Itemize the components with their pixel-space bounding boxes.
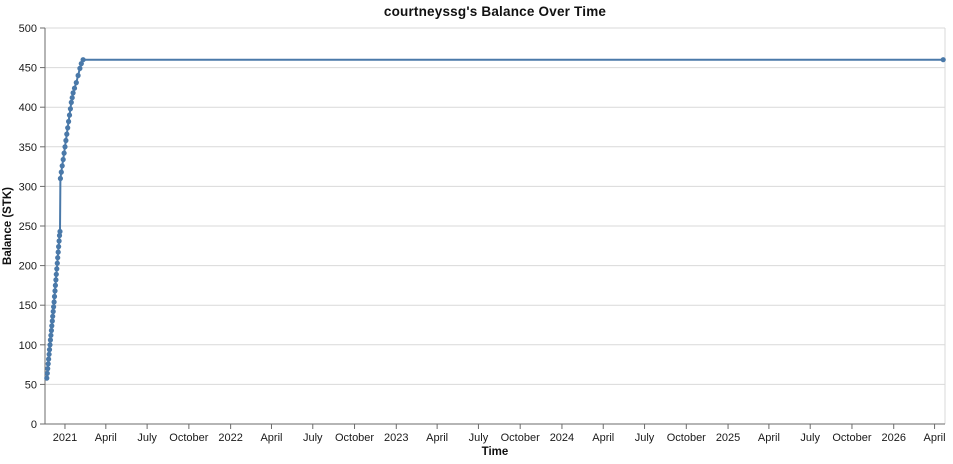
data-point[interactable] bbox=[52, 282, 59, 288]
x-tick-label: October bbox=[335, 432, 374, 444]
x-tick-label: April bbox=[758, 432, 780, 444]
y-tick-label: 50 bbox=[25, 379, 37, 391]
data-point[interactable] bbox=[59, 163, 65, 169]
data-point[interactable] bbox=[58, 169, 64, 175]
data-point[interactable] bbox=[50, 313, 56, 319]
data-point[interactable] bbox=[52, 288, 58, 294]
y-tick-label: 100 bbox=[19, 340, 37, 352]
data-point[interactable] bbox=[69, 95, 75, 101]
y-tick-label: 450 bbox=[19, 63, 37, 75]
y-tick-label: 250 bbox=[19, 221, 37, 233]
data-point[interactable] bbox=[50, 308, 56, 315]
x-tick-label: April bbox=[95, 432, 117, 444]
x-tick-label: July bbox=[137, 432, 157, 444]
x-tick-label: 2021 bbox=[53, 432, 77, 444]
x-tick-label: July bbox=[303, 432, 323, 444]
y-tick-label: 400 bbox=[19, 102, 37, 114]
y-tick-label: 0 bbox=[31, 419, 37, 431]
x-tick-label: April bbox=[924, 432, 946, 444]
data-point[interactable] bbox=[60, 156, 66, 163]
x-tick-label: 2024 bbox=[550, 432, 574, 444]
data-point[interactable] bbox=[64, 131, 70, 137]
data-point[interactable] bbox=[68, 99, 74, 105]
data-point[interactable] bbox=[44, 375, 50, 381]
data-point[interactable] bbox=[49, 318, 55, 324]
y-tick-label: 300 bbox=[19, 181, 37, 193]
x-tick-label: April bbox=[592, 432, 614, 444]
data-point[interactable] bbox=[57, 175, 64, 182]
data-point[interactable] bbox=[66, 112, 73, 118]
data-point[interactable] bbox=[47, 337, 54, 343]
data-point[interactable] bbox=[51, 304, 57, 310]
x-tick-label: 2023 bbox=[384, 432, 408, 444]
x-tick-label: October bbox=[501, 432, 540, 444]
data-point[interactable] bbox=[51, 299, 57, 305]
data-point[interactable] bbox=[51, 293, 58, 300]
y-tick-label: 500 bbox=[19, 23, 37, 35]
data-point[interactable] bbox=[54, 260, 60, 266]
y-tick-label: 350 bbox=[19, 142, 37, 154]
x-tick-label: October bbox=[832, 432, 871, 444]
data-point[interactable] bbox=[78, 61, 84, 67]
data-point[interactable] bbox=[56, 244, 62, 250]
data-point[interactable] bbox=[54, 266, 60, 272]
data-point[interactable] bbox=[45, 361, 51, 367]
data-point[interactable] bbox=[80, 57, 86, 63]
x-tick-label: October bbox=[169, 432, 208, 444]
data-point[interactable] bbox=[71, 85, 78, 91]
x-tick-label: July bbox=[469, 432, 489, 444]
y-axis-title: Balance (STK) bbox=[2, 187, 14, 265]
x-tick-label: 2025 bbox=[716, 432, 740, 444]
data-point[interactable] bbox=[45, 366, 51, 372]
x-tick-label: 2022 bbox=[218, 432, 242, 444]
data-point[interactable] bbox=[65, 125, 71, 131]
data-point[interactable] bbox=[67, 106, 73, 112]
data-point[interactable] bbox=[55, 255, 61, 261]
data-point[interactable] bbox=[77, 65, 83, 71]
data-point[interactable] bbox=[46, 347, 53, 353]
data-point[interactable] bbox=[75, 72, 81, 79]
x-tick-label: April bbox=[260, 432, 282, 444]
data-point[interactable] bbox=[62, 144, 68, 150]
x-tick-label: 2026 bbox=[881, 432, 905, 444]
data-point[interactable] bbox=[55, 249, 61, 255]
data-point[interactable] bbox=[53, 277, 59, 283]
data-point[interactable] bbox=[53, 271, 59, 277]
data-point[interactable] bbox=[61, 150, 67, 156]
y-tick-label: 150 bbox=[19, 300, 37, 312]
data-point[interactable] bbox=[48, 327, 55, 334]
data-point[interactable] bbox=[49, 323, 55, 329]
data-point[interactable] bbox=[48, 332, 54, 338]
data-point[interactable] bbox=[70, 90, 76, 96]
x-tick-label: April bbox=[426, 432, 448, 444]
data-point[interactable] bbox=[44, 370, 50, 376]
data-point[interactable] bbox=[47, 342, 53, 348]
data-point[interactable] bbox=[73, 80, 79, 86]
x-axis-title: Time bbox=[481, 446, 509, 458]
data-point[interactable] bbox=[57, 228, 63, 235]
x-tick-label: July bbox=[800, 432, 820, 444]
data-point[interactable] bbox=[56, 232, 63, 239]
x-tick-label: July bbox=[635, 432, 655, 444]
chart-title: courtneyssg's Balance Over Time bbox=[383, 4, 607, 19]
x-tick-label: October bbox=[667, 432, 706, 444]
y-tick-label: 200 bbox=[19, 261, 37, 273]
data-point[interactable] bbox=[66, 118, 72, 125]
data-point[interactable] bbox=[63, 137, 69, 144]
data-point[interactable] bbox=[46, 351, 52, 357]
data-point[interactable] bbox=[46, 356, 52, 362]
data-point[interactable] bbox=[940, 57, 946, 63]
data-point[interactable] bbox=[56, 238, 62, 244]
